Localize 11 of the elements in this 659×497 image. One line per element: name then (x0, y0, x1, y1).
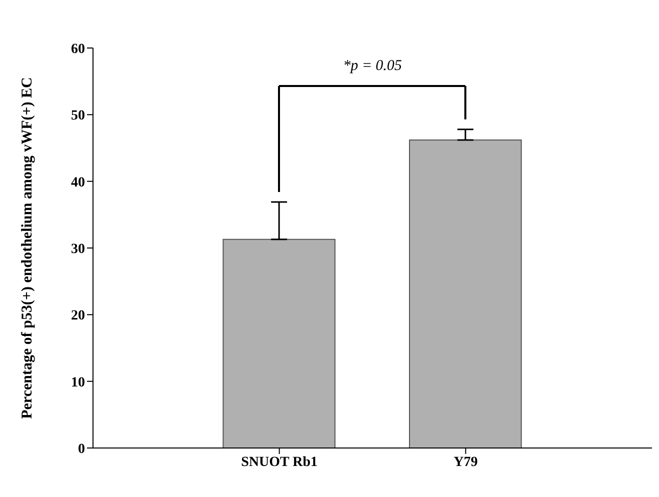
y-tick-label: 40 (71, 175, 85, 190)
x-tick-label: Y79 (454, 454, 478, 470)
annotation: *p = 0.05 (342, 58, 403, 75)
y-tick-label: 50 (71, 108, 85, 124)
y-tick-label: 20 (71, 308, 85, 324)
y-axis-title: Percentage of p53(+) endothelium among vWF(+) EC (19, 77, 36, 419)
x-tick-label: SNUOT Rb1 (241, 454, 318, 470)
y-tick-label: 0 (78, 442, 85, 457)
y-tick-label: 30 (71, 242, 85, 257)
y-tick-label: 10 (71, 375, 85, 390)
y-tick-label: 60 (71, 42, 85, 57)
